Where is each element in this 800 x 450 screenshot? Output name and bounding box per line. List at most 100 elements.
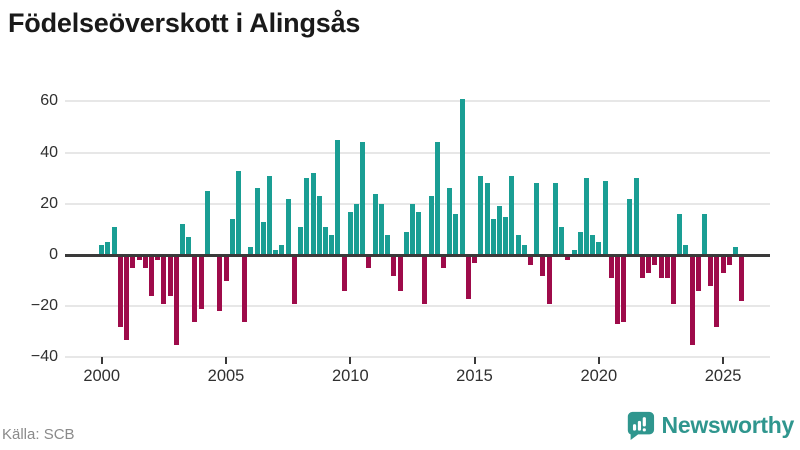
chart-title: Födelseöverskott i Alingsås — [8, 8, 361, 38]
bar-2021q4 — [639, 255, 645, 278]
bar-2020q1 — [596, 242, 602, 255]
bar-2002q1 — [148, 255, 154, 296]
x-axis-tick-mark — [473, 357, 476, 365]
bar-2023q1 — [670, 255, 676, 304]
x-axis-tick-mark — [349, 357, 352, 365]
bar-2022q4 — [664, 255, 670, 278]
bar-2006q1 — [248, 247, 254, 255]
bar-2008q3 — [310, 173, 316, 255]
bar-2014q4 — [465, 255, 471, 299]
bar-2009q3 — [335, 139, 341, 255]
bar-2018q2 — [552, 183, 558, 255]
x-axis-zero-line — [65, 253, 770, 257]
newsworthy-logo: Newsworthy — [625, 410, 794, 441]
bar-2023q3 — [683, 244, 689, 255]
bar-2000q3 — [111, 226, 117, 255]
bar-2008q2 — [304, 178, 310, 255]
y-axis-tick-label: −40 — [30, 348, 58, 366]
bar-2013q3 — [434, 142, 440, 255]
bar-2012q3 — [409, 203, 415, 255]
bar-2010q3 — [360, 142, 366, 255]
bar-2024q4 — [714, 255, 720, 327]
bar-2003q2 — [180, 224, 185, 255]
bar-2005q3 — [235, 170, 241, 255]
bar-2015q1 — [472, 255, 477, 263]
bar-2025q1 — [720, 255, 726, 273]
x-axis-tick-label: 2000 — [83, 367, 121, 385]
y-axis-tick-label: 20 — [40, 194, 58, 212]
x-axis-tick-mark — [722, 357, 725, 365]
bar-2002q3 — [161, 255, 167, 304]
bar-2003q3 — [186, 237, 192, 255]
bar-2022q3 — [658, 255, 664, 278]
source-caption: Källa: SCB — [2, 426, 75, 443]
bar-2015q3 — [484, 183, 490, 255]
bar-2025q3 — [733, 247, 738, 255]
bar-2019q3 — [583, 178, 589, 255]
bar-2020q2 — [602, 180, 608, 255]
bar-2007q1 — [273, 249, 279, 255]
x-axis-tick-label: 2010 — [331, 367, 369, 385]
bar-2006q2 — [254, 188, 260, 255]
gridline-y-40 — [65, 151, 770, 154]
bar-2008q1 — [298, 226, 303, 255]
bar-2007q2 — [279, 244, 285, 255]
bar-2024q3 — [708, 255, 714, 286]
x-axis-tick-label: 2015 — [456, 367, 493, 385]
y-axis-tick-label: 60 — [40, 92, 58, 110]
bar-2014q3 — [459, 98, 465, 255]
bar-2001q3 — [136, 255, 142, 261]
bar-2024q1 — [695, 255, 701, 291]
gridline-y-60 — [65, 100, 770, 103]
y-axis-tick-label: −20 — [30, 297, 58, 315]
bar-2020q4 — [615, 255, 620, 325]
bar-2006q4 — [267, 175, 272, 255]
y-axis-tick-label: 0 — [49, 246, 58, 263]
bar-2016q1 — [496, 206, 502, 255]
bar-2019q4 — [590, 234, 596, 255]
bar-2022q1 — [646, 255, 651, 273]
bar-2007q3 — [285, 198, 291, 255]
bar-2003q1 — [173, 255, 179, 345]
y-axis-tick-label: 40 — [40, 143, 58, 161]
bar-2007q4 — [291, 255, 297, 304]
bar-2023q4 — [689, 255, 695, 345]
bar-2021q2 — [627, 198, 633, 255]
x-axis-tick-label: 2020 — [580, 367, 618, 385]
bar-2019q1 — [571, 249, 577, 255]
bar-2012q4 — [416, 211, 422, 255]
bar-2017q1 — [521, 244, 527, 255]
bar-2011q1 — [372, 193, 378, 255]
bar-2017q2 — [528, 255, 533, 266]
bar-2010q4 — [366, 255, 372, 268]
bar-2014q2 — [453, 214, 459, 255]
bar-2023q2 — [677, 214, 683, 255]
bar-2013q1 — [422, 255, 428, 304]
bar-2012q2 — [403, 232, 409, 255]
bar-2012q1 — [397, 255, 403, 291]
bar-2013q4 — [441, 255, 446, 268]
bar-2010q1 — [347, 211, 353, 255]
newsworthy-logo-icon — [627, 411, 654, 441]
bar-2020q3 — [608, 255, 614, 278]
bar-2009q4 — [341, 255, 347, 291]
bar-2011q2 — [378, 203, 384, 255]
bar-2004q1 — [198, 255, 204, 309]
gridline-y-20 — [65, 202, 770, 205]
bar-2016q3 — [509, 175, 515, 255]
bar-2010q2 — [354, 203, 359, 255]
bar-2017q3 — [534, 183, 540, 255]
bar-2016q4 — [515, 234, 521, 255]
newsworthy-logo-text: Newsworthy — [661, 412, 795, 438]
bar-2015q4 — [490, 219, 496, 255]
x-axis-tick-label: 2005 — [207, 367, 245, 385]
bar-2015q2 — [478, 175, 484, 255]
bar-2005q2 — [229, 219, 235, 255]
bar-2004q4 — [217, 255, 223, 312]
bar-2011q4 — [391, 255, 397, 276]
bar-2022q2 — [652, 255, 658, 266]
bar-2018q1 — [546, 255, 552, 304]
bar-2002q2 — [155, 255, 161, 261]
bar-2001q4 — [142, 255, 148, 268]
